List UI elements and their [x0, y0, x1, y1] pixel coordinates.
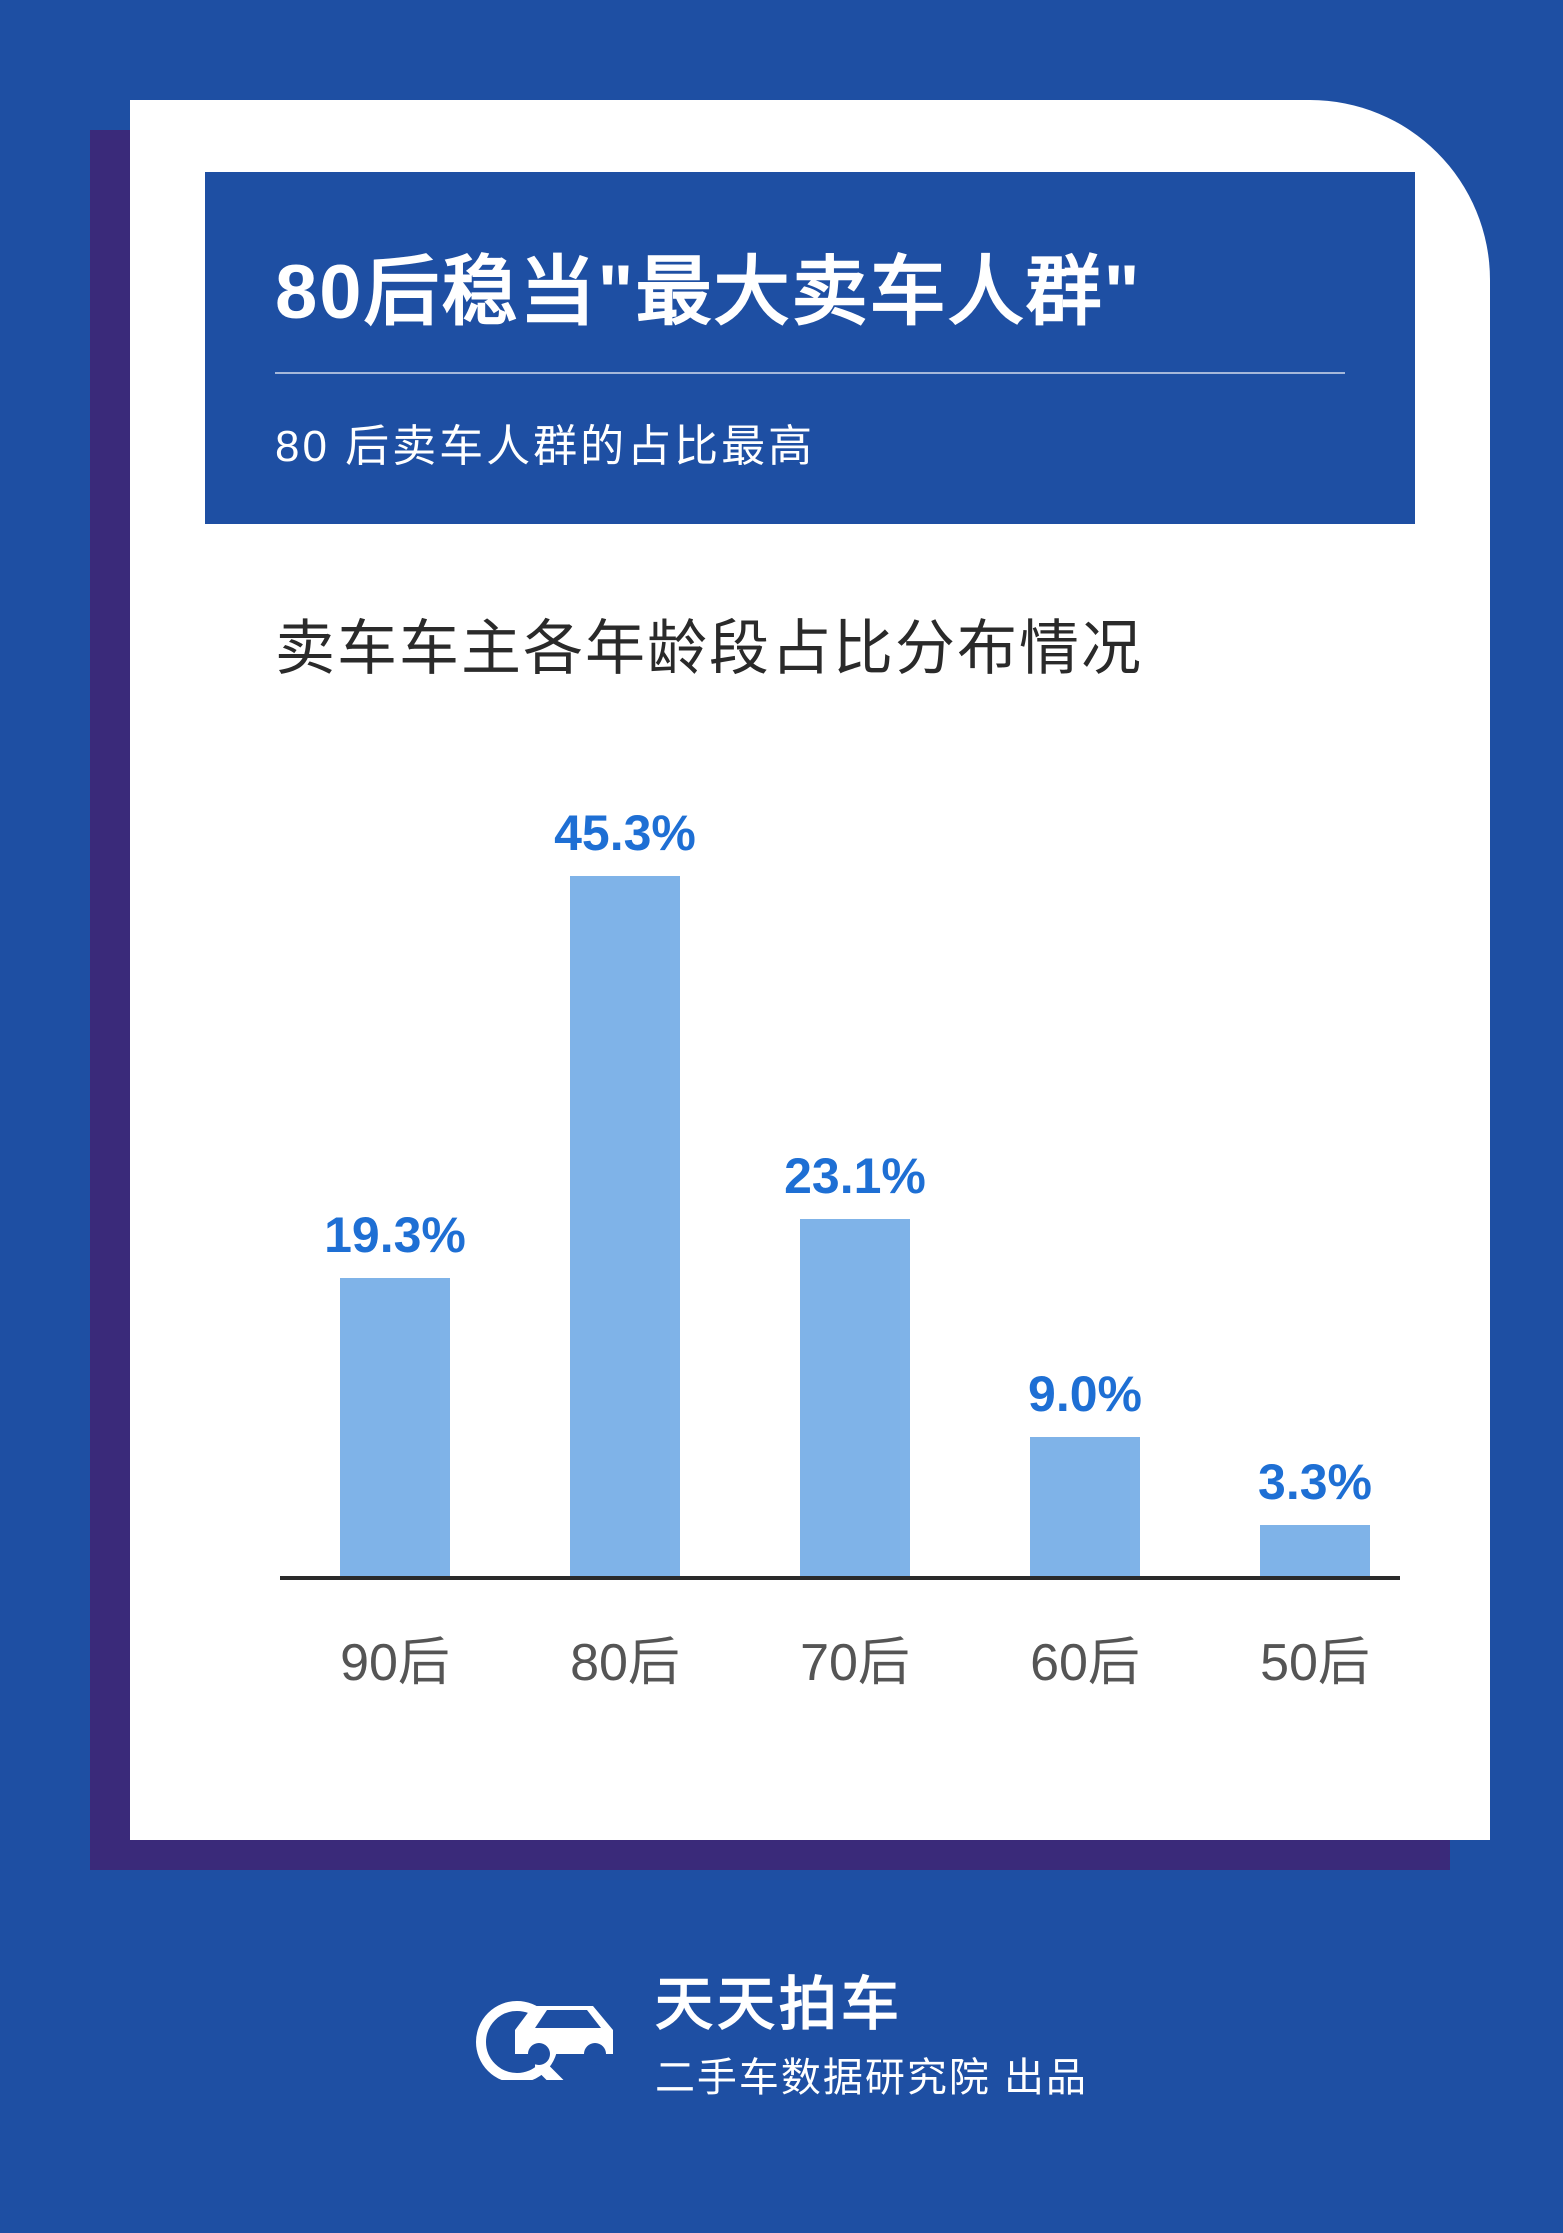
bar-value-label: 19.3% [324, 1206, 466, 1264]
bar-category-label: 60后 [1030, 1620, 1140, 1695]
bar-category-label: 50后 [1260, 1620, 1370, 1695]
bar [570, 876, 680, 1576]
brand-car-icon [475, 1980, 625, 2080]
header-title: 80后稳当"最大卖车人群" [275, 230, 1345, 374]
bar-value-label: 9.0% [1028, 1365, 1142, 1423]
footer: 天天拍车 二手车数据研究院 出品 [0, 1957, 1563, 2103]
bar-value-label: 45.3% [554, 804, 696, 862]
bar-chart: 19.3%90后 45.3%80后 23.1%70后 9.0%60后 3.3%50后 [280, 760, 1400, 1680]
bar [1030, 1437, 1140, 1576]
main-card: 80后稳当"最大卖车人群" 80 后卖车人群的占比最高 卖车车主各年龄段占比分布… [130, 100, 1490, 1840]
footer-brand: 天天拍车 [655, 1957, 1088, 2041]
footer-byline: 二手车数据研究院 出品 [655, 2045, 1088, 2103]
header-block: 80后稳当"最大卖车人群" 80 后卖车人群的占比最高 [205, 172, 1415, 524]
bar-group: 3.3%50后 [1260, 1525, 1370, 1576]
header-subtitle: 80 后卖车人群的占比最高 [275, 410, 1345, 474]
bar [800, 1219, 910, 1576]
bar-group: 23.1%70后 [800, 1219, 910, 1576]
bar-group: 19.3%90后 [340, 1278, 450, 1576]
chart-baseline [280, 1576, 1400, 1580]
bar [340, 1278, 450, 1576]
bar-value-label: 23.1% [784, 1147, 926, 1205]
bar-category-label: 90后 [340, 1620, 450, 1695]
bar-value-label: 3.3% [1258, 1453, 1372, 1511]
bar-category-label: 80后 [570, 1620, 680, 1695]
footer-text: 天天拍车 二手车数据研究院 出品 [655, 1957, 1088, 2103]
bar-group: 9.0%60后 [1030, 1437, 1140, 1576]
bar-group: 45.3%80后 [570, 876, 680, 1576]
bar-category-label: 70后 [800, 1620, 910, 1695]
bar [1260, 1525, 1370, 1576]
chart-title: 卖车车主各年龄段占比分布情况 [275, 600, 1143, 687]
